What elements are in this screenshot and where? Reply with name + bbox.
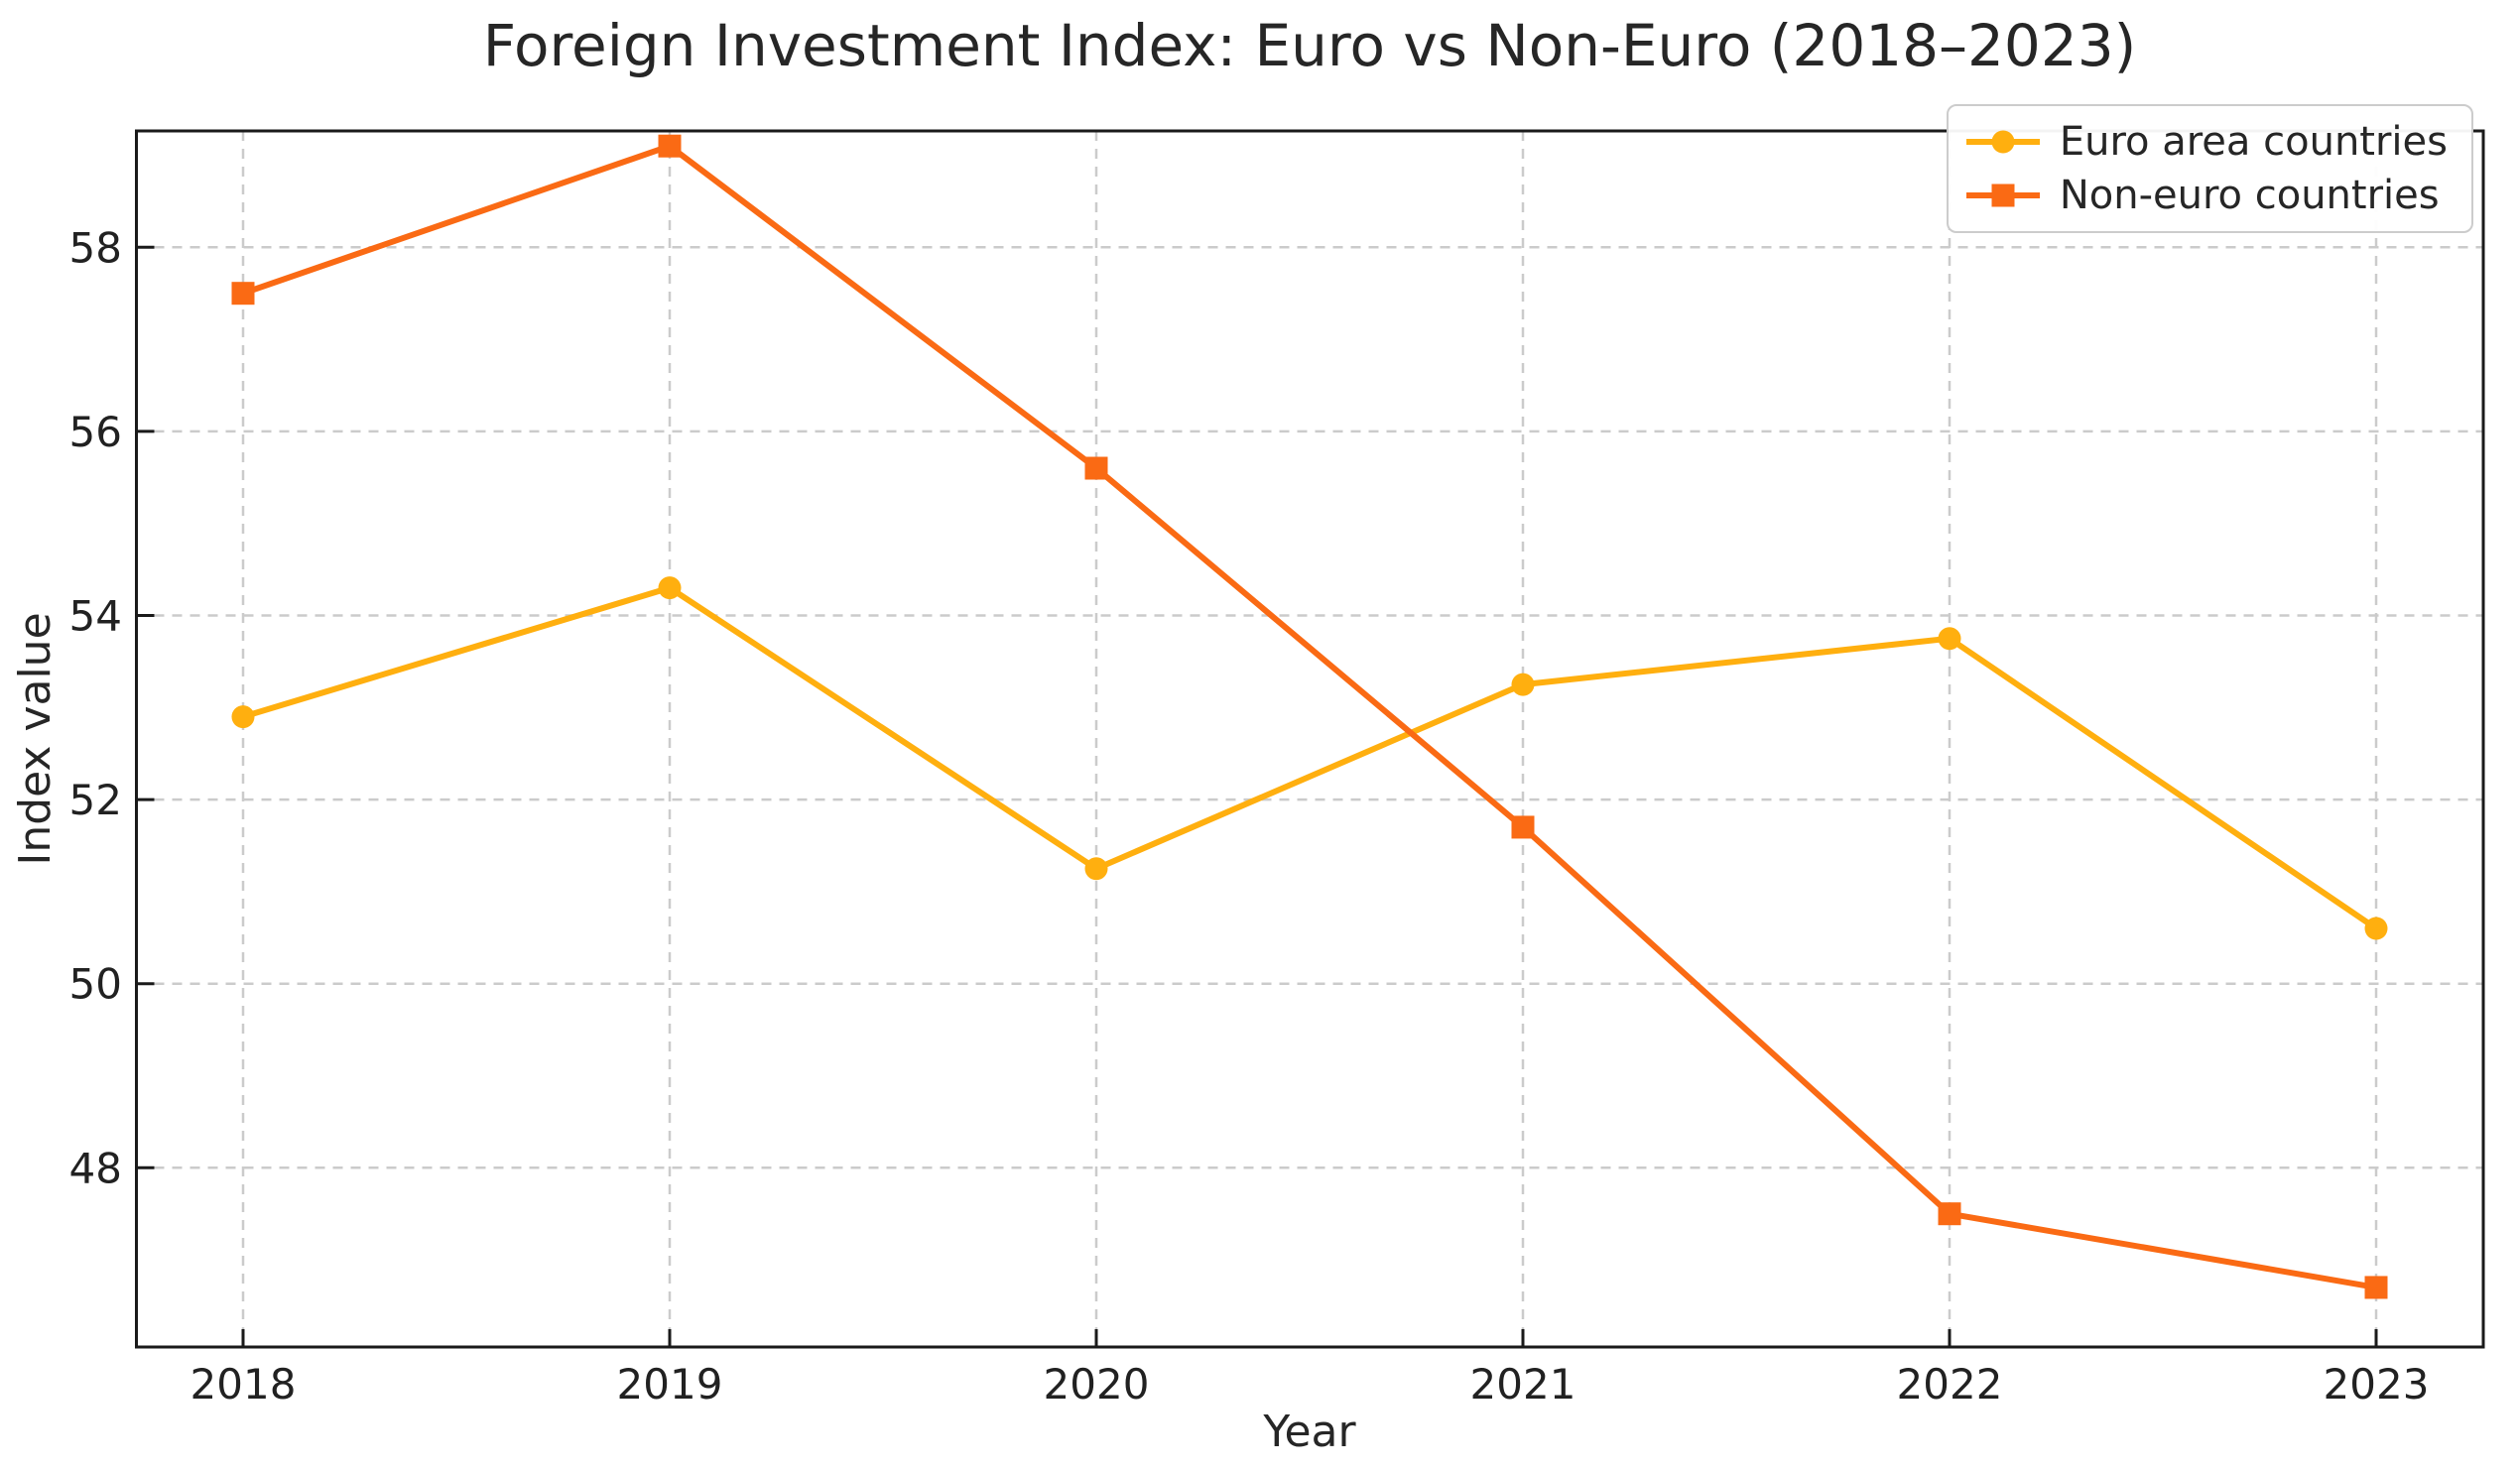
data-point-square	[231, 282, 255, 306]
series-line-non-euro	[240, 143, 2379, 1290]
legend-item-non-euro: Non-euro countries	[1965, 172, 2448, 219]
data-point-circle	[1938, 627, 1961, 651]
data-point-square	[1511, 815, 1535, 839]
data-point-square	[2364, 1276, 2388, 1299]
chart-title: Foreign Investment Index: Euro vs Non-Eu…	[482, 12, 2137, 79]
axes-frame	[135, 129, 2485, 1349]
y-tick-label: 54	[69, 592, 122, 641]
data-point-circle	[2364, 917, 2388, 940]
x-tick-label: 2022	[1897, 1360, 2003, 1409]
data-point-circle	[658, 576, 682, 600]
x-tick-label: 2020	[1044, 1360, 1150, 1409]
legend-swatch-shape	[1991, 184, 2015, 207]
data-point-square	[658, 134, 682, 158]
x-tick-label: 2019	[617, 1360, 723, 1409]
legend: Euro area countries Non-euro countries	[1946, 104, 2473, 233]
legend-item-euro-area: Euro area countries	[1965, 118, 2448, 166]
legend-item-label: Euro area countries	[2059, 119, 2448, 165]
x-tick-label: 2023	[2324, 1360, 2430, 1409]
y-tick-label: 48	[69, 1144, 122, 1192]
x-axis-label: Year	[1263, 1407, 1356, 1457]
y-axis-label: Index value	[10, 612, 61, 866]
y-tick-label: 52	[69, 776, 122, 824]
x-tick-label: 2021	[1470, 1360, 1576, 1409]
legend-swatch-shape	[1991, 130, 2015, 154]
legend-line-circle-marker-icon	[1965, 130, 2040, 154]
y-tick-label: 58	[69, 223, 122, 272]
legend-line-square-marker-icon	[1965, 184, 2040, 207]
data-point-square	[1938, 1202, 1961, 1226]
y-tick-label: 56	[69, 408, 122, 456]
data-point-circle	[1084, 857, 1108, 881]
data-point-circle	[1511, 673, 1535, 696]
data-point-square	[1084, 456, 1108, 480]
series-line-euro-area	[240, 584, 2379, 932]
y-tick-label: 50	[69, 960, 122, 1009]
legend-item-label: Non-euro countries	[2059, 173, 2440, 218]
x-tick-label: 2018	[190, 1360, 297, 1409]
data-point-circle	[231, 705, 255, 729]
